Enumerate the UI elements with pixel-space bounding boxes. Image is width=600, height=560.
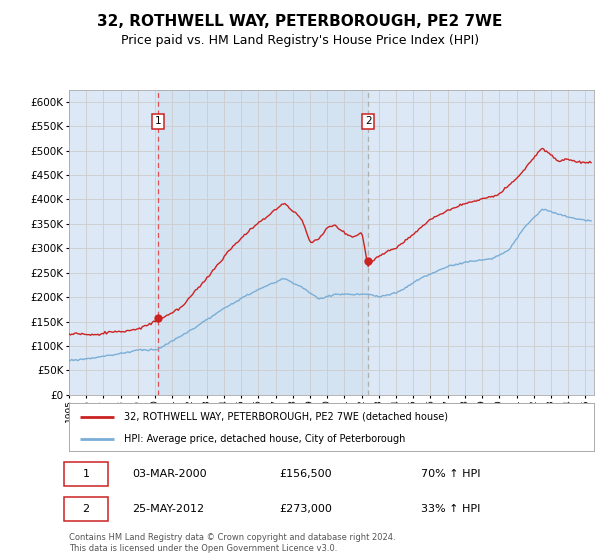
- FancyBboxPatch shape: [64, 497, 109, 521]
- Text: HPI: Average price, detached house, City of Peterborough: HPI: Average price, detached house, City…: [124, 434, 406, 444]
- Text: 32, ROTHWELL WAY, PETERBOROUGH, PE2 7WE: 32, ROTHWELL WAY, PETERBOROUGH, PE2 7WE: [97, 14, 503, 29]
- Text: 1: 1: [83, 469, 89, 479]
- Text: Contains HM Land Registry data © Crown copyright and database right 2024.
This d: Contains HM Land Registry data © Crown c…: [69, 533, 395, 553]
- Bar: [158, 90, 368, 395]
- Text: £273,000: £273,000: [279, 504, 332, 514]
- Text: £156,500: £156,500: [279, 469, 332, 479]
- Text: 2: 2: [83, 504, 89, 514]
- FancyBboxPatch shape: [64, 462, 109, 486]
- Text: 25-MAY-2012: 25-MAY-2012: [132, 504, 204, 514]
- Text: 32, ROTHWELL WAY, PETERBOROUGH, PE2 7WE (detached house): 32, ROTHWELL WAY, PETERBOROUGH, PE2 7WE …: [124, 412, 448, 422]
- Text: 03-MAR-2000: 03-MAR-2000: [132, 469, 206, 479]
- Text: 70% ↑ HPI: 70% ↑ HPI: [421, 469, 480, 479]
- Text: Price paid vs. HM Land Registry's House Price Index (HPI): Price paid vs. HM Land Registry's House …: [121, 34, 479, 46]
- Text: 1: 1: [155, 116, 161, 127]
- Text: 2: 2: [365, 116, 371, 127]
- Text: 33% ↑ HPI: 33% ↑ HPI: [421, 504, 480, 514]
